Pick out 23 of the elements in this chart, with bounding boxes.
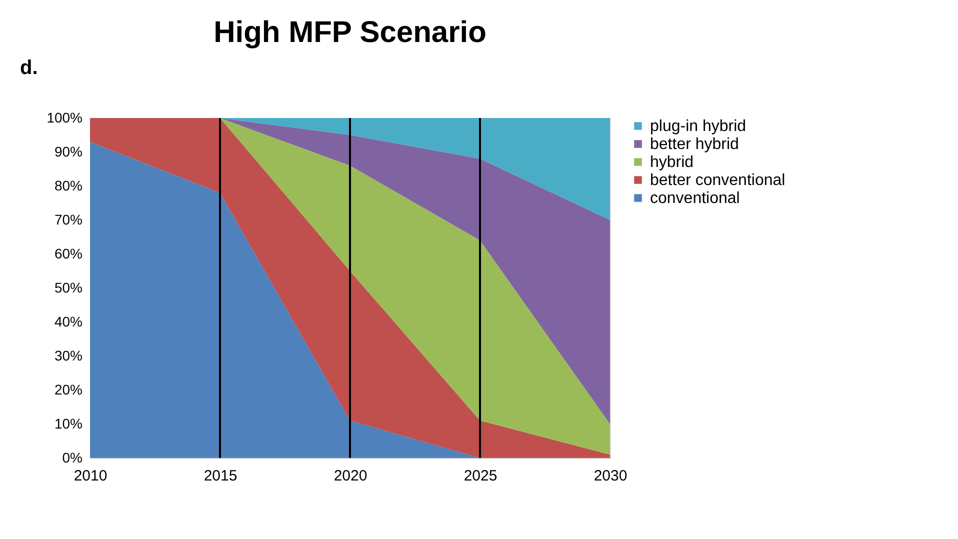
y-tick-label: 0% <box>62 450 82 466</box>
x-tick-label: 2030 <box>594 468 628 484</box>
legend-label: hybrid <box>650 154 694 171</box>
y-tick-label: 20% <box>54 382 82 398</box>
legend-label: plug-in hybrid <box>650 118 746 135</box>
y-tick-label: 50% <box>54 280 82 296</box>
legend-label: better conventional <box>650 172 786 189</box>
y-tick-label: 80% <box>54 178 82 194</box>
y-tick-label: 90% <box>54 144 82 160</box>
y-tick-label: 30% <box>54 348 82 364</box>
y-tick-label: 10% <box>54 416 82 432</box>
y-tick-label: 60% <box>54 246 82 262</box>
x-tick-label: 2020 <box>334 468 368 484</box>
y-tick-label: 100% <box>46 110 82 126</box>
x-tick-label: 2025 <box>464 468 498 484</box>
text: d. <box>20 57 38 79</box>
chart-title: High MFP Scenario <box>214 16 486 49</box>
y-tick-label: 70% <box>54 212 82 228</box>
x-tick-label: 2010 <box>74 468 108 484</box>
x-tick-label: 2015 <box>204 468 238 484</box>
legend-label: better hybrid <box>650 136 739 153</box>
legend-label: conventional <box>650 190 740 207</box>
y-tick-label: 40% <box>54 314 82 330</box>
